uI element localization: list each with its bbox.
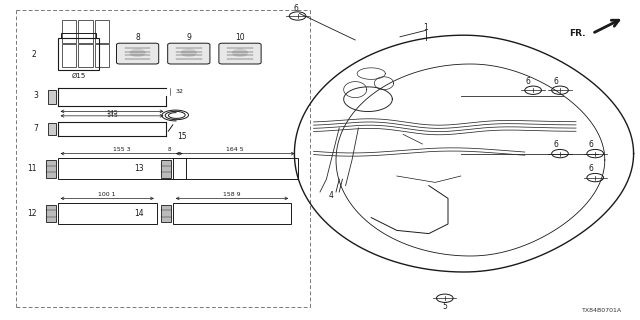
Text: 100 1: 100 1 — [99, 192, 116, 197]
Text: 15: 15 — [177, 132, 188, 140]
Bar — [48, 123, 56, 135]
Text: Ø15: Ø15 — [71, 73, 86, 79]
FancyBboxPatch shape — [116, 43, 159, 64]
Circle shape — [232, 49, 248, 57]
Bar — [48, 90, 56, 104]
Text: 32: 32 — [176, 89, 184, 94]
Text: 12: 12 — [28, 209, 37, 218]
Bar — [58, 38, 99, 70]
Text: 6: 6 — [588, 140, 593, 149]
Bar — [173, 203, 291, 224]
Bar — [61, 33, 96, 38]
Text: 164 5: 164 5 — [227, 147, 244, 152]
Text: 13: 13 — [134, 164, 144, 173]
Text: 145: 145 — [106, 113, 118, 118]
Text: TX84B0701A: TX84B0701A — [582, 308, 621, 313]
Bar — [95, 44, 109, 67]
Bar — [161, 160, 171, 178]
Text: 6: 6 — [588, 164, 593, 173]
Text: 10: 10 — [235, 33, 245, 42]
Bar — [46, 205, 56, 222]
Text: 9: 9 — [186, 33, 191, 42]
Bar — [79, 44, 93, 67]
Text: 6: 6 — [525, 77, 531, 86]
Bar — [161, 205, 171, 222]
Text: 1: 1 — [423, 23, 428, 32]
Text: 8: 8 — [168, 147, 171, 152]
Bar — [58, 158, 186, 179]
Text: 158 9: 158 9 — [223, 192, 241, 197]
Bar — [62, 44, 77, 67]
Text: 11: 11 — [28, 164, 37, 173]
Circle shape — [181, 49, 196, 57]
Circle shape — [130, 49, 145, 57]
Bar — [46, 160, 56, 178]
Text: 5: 5 — [442, 302, 447, 311]
FancyBboxPatch shape — [219, 43, 261, 64]
Bar — [62, 20, 77, 43]
Text: 6: 6 — [553, 140, 558, 149]
Text: 8: 8 — [135, 33, 140, 42]
Text: 155 3: 155 3 — [113, 147, 131, 152]
Text: 145: 145 — [106, 109, 118, 115]
Bar — [79, 20, 93, 43]
Bar — [58, 203, 157, 224]
Text: 14: 14 — [134, 209, 144, 218]
Text: 4: 4 — [328, 191, 333, 200]
Text: 7: 7 — [33, 124, 38, 133]
Bar — [95, 20, 109, 43]
Text: 2: 2 — [32, 50, 36, 59]
Text: 6: 6 — [553, 77, 558, 86]
Text: 6: 6 — [293, 4, 298, 12]
Text: FR.: FR. — [569, 29, 586, 38]
Text: 3: 3 — [33, 91, 38, 100]
Bar — [173, 158, 298, 179]
FancyBboxPatch shape — [168, 43, 210, 64]
